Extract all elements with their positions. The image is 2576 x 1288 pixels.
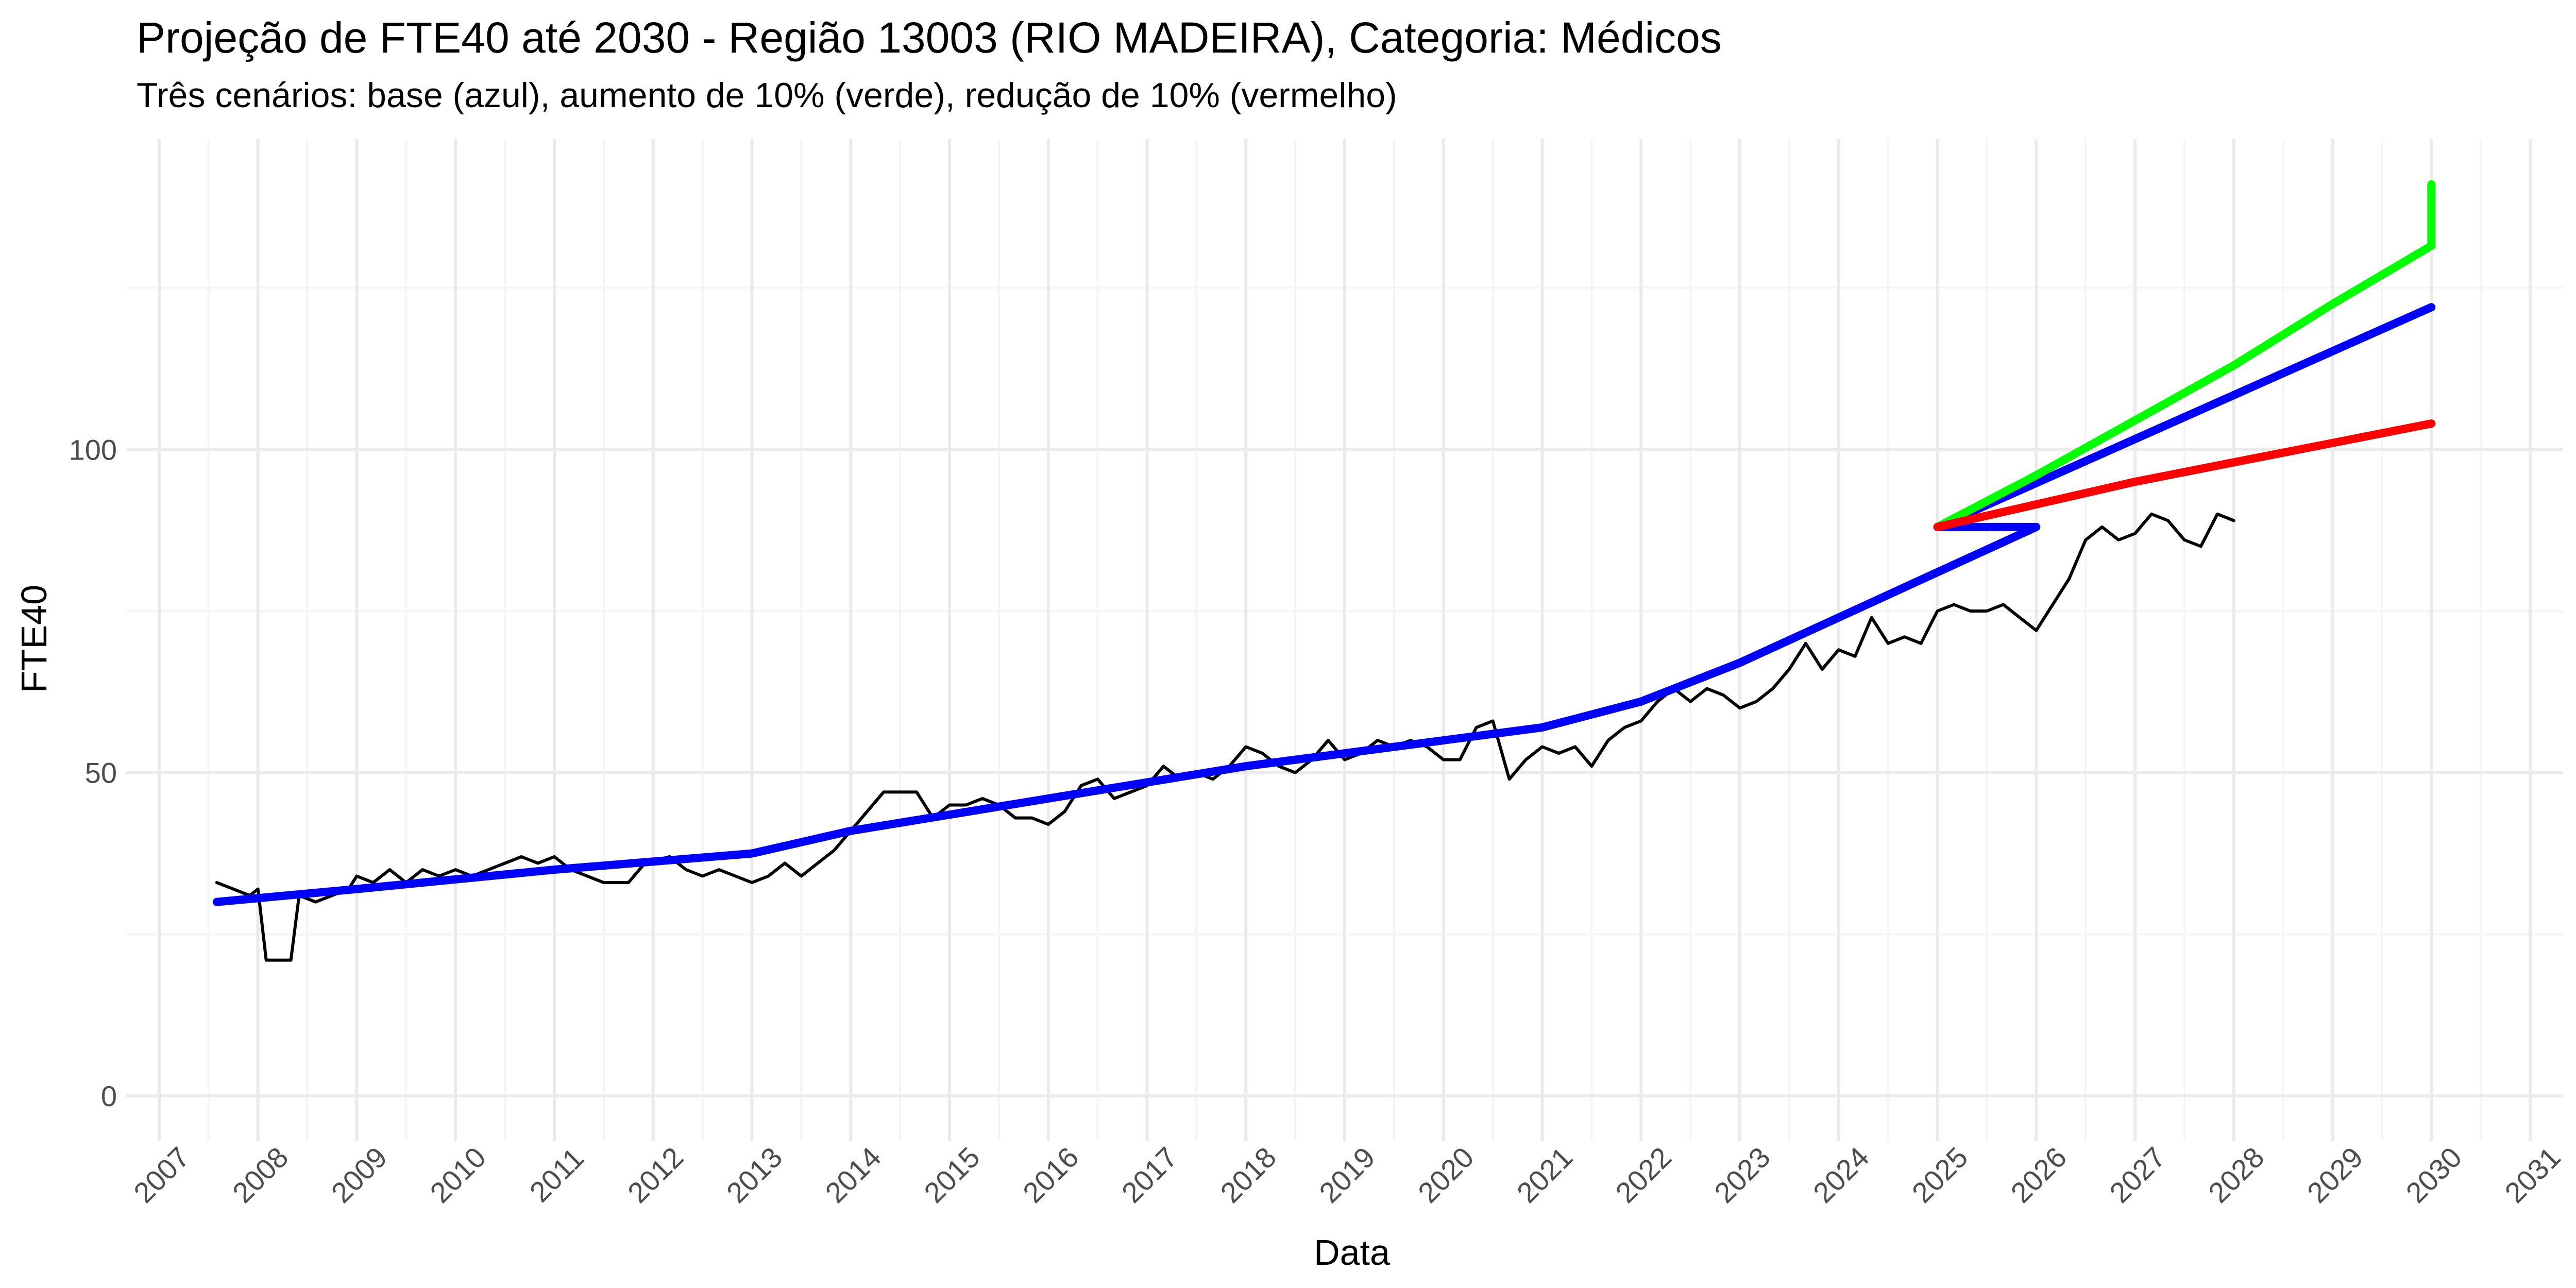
series-line-decrease [1933, 419, 2436, 531]
x-tick-label: 2017 [1115, 1141, 1184, 1209]
x-tick-label: 2016 [1016, 1141, 1085, 1209]
series-line-observed [215, 512, 2235, 962]
x-tick-label: 2018 [1214, 1141, 1282, 1209]
chart-title: Projeção de FTE40 até 2030 - Região 1300… [137, 13, 1722, 62]
series-line-base [212, 303, 2436, 906]
x-tick-label: 2021 [1511, 1141, 1579, 1209]
x-tick-label: 2026 [2004, 1141, 2073, 1209]
x-tick-label: 2023 [1708, 1141, 1776, 1209]
x-tick-label: 2029 [2301, 1141, 2369, 1209]
x-tick-label: 2010 [423, 1141, 492, 1209]
x-tick-labels: 2007 2008 2009 2010 2011 2012 2013 2014 2015 2016… [127, 1141, 2567, 1209]
y-tick-label: 0 [101, 1080, 117, 1112]
x-tick-label: 2020 [1412, 1141, 1480, 1209]
y-tick-label: 100 [69, 433, 117, 466]
x-tick-label: 2007 [127, 1141, 196, 1209]
x-tick-label: 2013 [720, 1141, 789, 1209]
x-axis-title: Data [1314, 1232, 1390, 1273]
x-tick-label: 2014 [819, 1141, 887, 1209]
series-line-increase [1933, 180, 2436, 531]
grid-lines [126, 139, 2563, 1141]
x-tick-label: 2009 [325, 1141, 394, 1209]
x-tick-label: 2025 [1906, 1141, 1974, 1209]
x-tick-label: 2011 [523, 1142, 590, 1209]
x-tick-label: 2030 [2400, 1141, 2468, 1209]
y-axis-title: FTE40 [14, 585, 54, 693]
x-tick-label: 2022 [1609, 1141, 1677, 1209]
y-tick-label: 50 [85, 757, 117, 789]
chart-subtitle: Três cenários: base (azul), aumento de 1… [137, 76, 1397, 115]
x-tick-label: 2008 [226, 1141, 295, 1209]
x-tick-label: 2024 [1807, 1141, 1875, 1209]
x-tick-label: 2019 [1313, 1141, 1381, 1209]
x-tick-label: 2028 [2202, 1141, 2270, 1209]
x-tick-label: 2027 [2103, 1141, 2172, 1209]
series-layer [212, 180, 2436, 962]
y-tick-labels: 0 50 100 [69, 433, 117, 1112]
x-tick-label: 2012 [621, 1141, 690, 1209]
x-tick-label: 2031 [2498, 1141, 2567, 1209]
x-tick-label: 2015 [918, 1141, 986, 1209]
